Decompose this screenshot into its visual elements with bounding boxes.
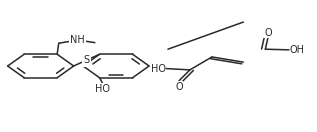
- Text: O: O: [264, 28, 272, 38]
- Text: OH: OH: [289, 45, 305, 55]
- Text: HO: HO: [95, 84, 110, 94]
- Text: S: S: [84, 55, 90, 65]
- Text: HO: HO: [151, 64, 166, 74]
- Text: O: O: [175, 81, 183, 91]
- Text: NH: NH: [70, 35, 85, 45]
